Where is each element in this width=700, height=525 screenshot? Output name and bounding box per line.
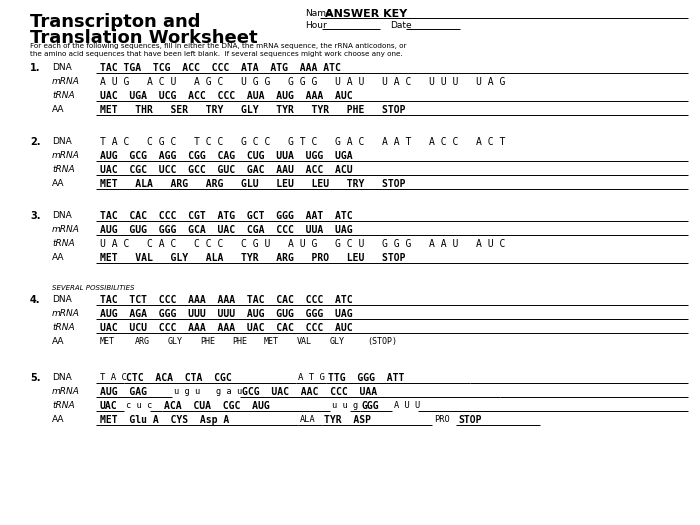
Text: UAC: UAC [100, 401, 118, 411]
Text: mRNA: mRNA [52, 151, 80, 160]
Text: UAC  CGC  UCC  GCC  GUC  GAC  AAU  ACC  ACU: UAC CGC UCC GCC GUC GAC AAU ACC ACU [100, 165, 353, 175]
Text: U A C   C A C   C C C   C G U   A U G   G C U   G G G   A A U   A U C: U A C C A C C C C C G U A U G G C U G G … [100, 239, 505, 249]
Text: SEVERAL POSSIBILITIES: SEVERAL POSSIBILITIES [52, 285, 134, 291]
Text: GCG  UAC  AAC  CCC  UAA: GCG UAC AAC CCC UAA [242, 387, 377, 397]
Text: mRNA: mRNA [52, 225, 80, 234]
Text: VAL: VAL [297, 337, 312, 346]
Text: PRO: PRO [434, 415, 449, 424]
Text: tRNA: tRNA [52, 401, 75, 410]
Text: c u c: c u c [126, 401, 153, 410]
Text: MET: MET [264, 337, 279, 346]
Text: AA: AA [52, 179, 64, 188]
Text: CTC  ACA  CTA  CGC: CTC ACA CTA CGC [126, 373, 232, 383]
Text: 4.: 4. [30, 295, 41, 305]
Text: TYR  ASP: TYR ASP [324, 415, 371, 425]
Text: Name: Name [305, 9, 332, 18]
Text: 1.: 1. [30, 63, 41, 73]
Text: For each of the following sequences, fill in either the DNA, the mRNA sequence, : For each of the following sequences, fil… [30, 43, 407, 57]
Text: PHE: PHE [232, 337, 247, 346]
Text: GLY: GLY [168, 337, 183, 346]
Text: UAC  UCU  CCC  AAA  AAA  UAC  CAC  CCC  AUC: UAC UCU CCC AAA AAA UAC CAC CCC AUC [100, 323, 353, 333]
Text: UAC  UGA  UCG  ACC  CCC  AUA  AUG  AAA  AUC: UAC UGA UCG ACC CCC AUA AUG AAA AUC [100, 91, 353, 101]
Text: u u g: u u g [332, 401, 358, 410]
Text: MET  Glu A  CYS  Asp A: MET Glu A CYS Asp A [100, 415, 230, 425]
Text: 3.: 3. [30, 211, 41, 221]
Text: PHE: PHE [200, 337, 215, 346]
Text: Hour: Hour [305, 21, 327, 30]
Text: MET   THR   SER   TRY   GLY   TYR   TYR   PHE   STOP: MET THR SER TRY GLY TYR TYR PHE STOP [100, 105, 405, 115]
Text: (STOP): (STOP) [367, 337, 397, 346]
Text: A T G: A T G [298, 373, 325, 382]
Text: tRNA: tRNA [52, 323, 75, 332]
Text: MET   VAL   GLY   ALA   TYR   ARG   PRO   LEU   STOP: MET VAL GLY ALA TYR ARG PRO LEU STOP [100, 253, 405, 263]
Text: Transcripton and: Transcripton and [30, 13, 200, 31]
Text: mRNA: mRNA [52, 309, 80, 318]
Text: mRNA: mRNA [52, 387, 80, 396]
Text: MET   ALA   ARG   ARG   GLU   LEU   LEU   TRY   STOP: MET ALA ARG ARG GLU LEU LEU TRY STOP [100, 179, 405, 189]
Text: tRNA: tRNA [52, 239, 75, 248]
Text: MET: MET [100, 337, 115, 346]
Text: A U G   A C U   A G C   U G G   G G G   U A U   U A C   U U U   U A G: A U G A C U A G C U G G G G G U A U U A … [100, 77, 505, 87]
Text: ALA: ALA [300, 415, 316, 424]
Text: T A C   C G C   T C C   G C C   G T C   G A C   A A T   A C C   A C T: T A C C G C T C C G C C G T C G A C A A … [100, 137, 505, 147]
Text: tRNA: tRNA [52, 165, 75, 174]
Text: DNA: DNA [52, 295, 71, 304]
Text: ANSWER KEY: ANSWER KEY [325, 9, 407, 19]
Text: Translation Worksheet: Translation Worksheet [30, 29, 258, 47]
Text: STOP: STOP [458, 415, 482, 425]
Text: AA: AA [52, 105, 64, 114]
Text: 2.: 2. [30, 137, 41, 147]
Text: AUG  AGA  GGG  UUU  UUU  AUG  GUG  GGG  UAG: AUG AGA GGG UUU UUU AUG GUG GGG UAG [100, 309, 353, 319]
Text: A U U: A U U [394, 401, 420, 410]
Text: AUG  GCG  AGG  CGG  CAG  CUG  UUA  UGG  UGA: AUG GCG AGG CGG CAG CUG UUA UGG UGA [100, 151, 353, 161]
Text: TAC  CAC  CCC  CGT  ATG  GCT  GGG  AAT  ATC: TAC CAC CCC CGT ATG GCT GGG AAT ATC [100, 211, 353, 221]
Text: tRNA: tRNA [52, 91, 75, 100]
Text: AA: AA [52, 337, 64, 346]
Text: AA: AA [52, 415, 64, 424]
Text: AUG  GUG  GGG  GCA  UAC  CGA  CCC  UUA  UAG: AUG GUG GGG GCA UAC CGA CCC UUA UAG [100, 225, 353, 235]
Text: DNA: DNA [52, 373, 71, 382]
Text: AUG  GAG: AUG GAG [100, 387, 147, 397]
Text: Date: Date [390, 21, 412, 30]
Text: T A C: T A C [100, 373, 127, 382]
Text: ACA  CUA  CGC  AUG: ACA CUA CGC AUG [164, 401, 270, 411]
Text: DNA: DNA [52, 63, 71, 72]
Text: GLY: GLY [330, 337, 345, 346]
Text: TAC TGA  TCG  ACC  CCC  ATA  ATG  AAA ATC: TAC TGA TCG ACC CCC ATA ATG AAA ATC [100, 63, 341, 73]
Text: ARG: ARG [135, 337, 150, 346]
Text: DNA: DNA [52, 211, 71, 220]
Text: AA: AA [52, 253, 64, 262]
Text: TTG  GGG  ATT: TTG GGG ATT [328, 373, 405, 383]
Text: DNA: DNA [52, 137, 71, 146]
Text: u g u   g a u: u g u g a u [174, 387, 242, 396]
Text: TAC  TCT  CCC  AAA  AAA  TAC  CAC  CCC  ATC: TAC TCT CCC AAA AAA TAC CAC CCC ATC [100, 295, 353, 305]
Text: mRNA: mRNA [52, 77, 80, 86]
Text: 5.: 5. [30, 373, 41, 383]
Text: GGG: GGG [362, 401, 379, 411]
